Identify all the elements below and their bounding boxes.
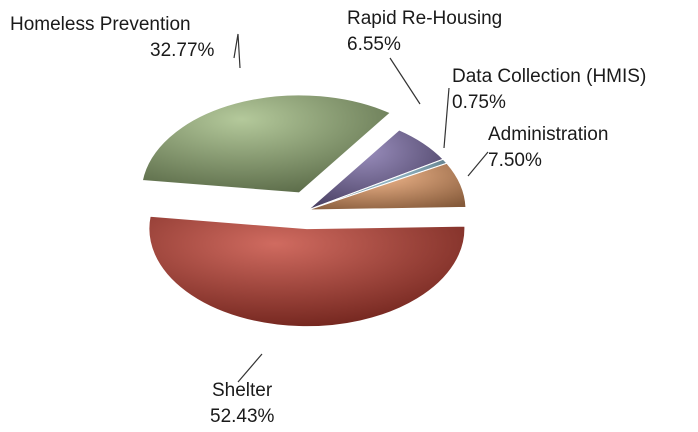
slice-shelter — [148, 215, 466, 328]
slice-homeless-prevention — [141, 94, 392, 194]
value-shelter: 52.43% — [210, 406, 275, 427]
label-data-collection-hmis: Data Collection (HMIS) — [452, 66, 646, 87]
label-administration: Administration — [488, 124, 608, 145]
leader-administration — [467, 151, 489, 177]
leader-lines — [233, 33, 489, 383]
leader-rapid-re-housing — [389, 57, 421, 105]
leader-homeless-prevention — [233, 33, 241, 69]
leader-data-collection-hmis — [443, 87, 450, 149]
value-data-collection-hmis: 0.75% — [452, 92, 506, 113]
value-administration: 7.50% — [488, 150, 542, 171]
pie-slices — [141, 94, 467, 328]
label-homeless-prevention: Homeless Prevention — [10, 14, 191, 35]
label-rapid-re-housing: Rapid Re-Housing — [347, 8, 502, 29]
leader-shelter — [237, 353, 263, 383]
value-homeless-prevention: 32.77% — [150, 40, 215, 61]
value-rapid-re-housing: 6.55% — [347, 34, 401, 55]
slice-administration — [307, 162, 467, 211]
label-shelter: Shelter — [212, 380, 273, 401]
